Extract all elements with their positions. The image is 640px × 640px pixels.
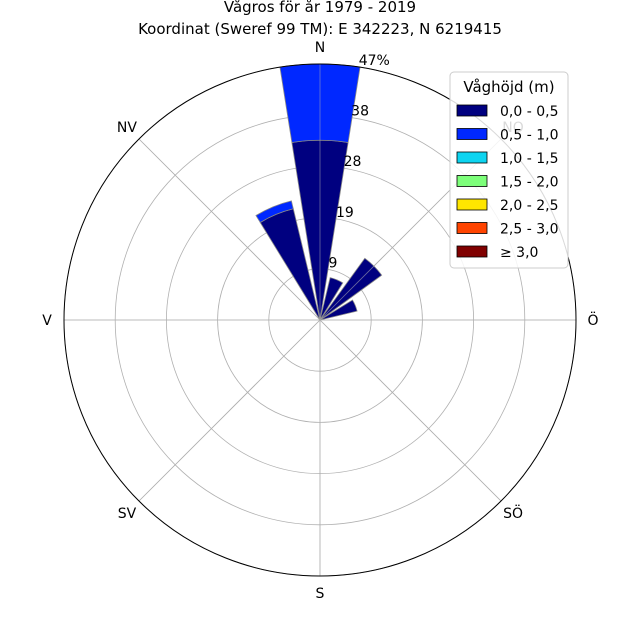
direction-label-4: S bbox=[316, 586, 325, 602]
direction-label-2: V bbox=[42, 313, 52, 329]
legend-swatch-1 bbox=[456, 128, 488, 140]
direction-label-0: N bbox=[315, 40, 325, 56]
legend-label-4: 2,0 - 2,5 bbox=[500, 198, 558, 214]
legend-swatch-6 bbox=[456, 245, 488, 258]
plot-frame bbox=[63, 63, 577, 577]
grid-spoke-overlay-5 bbox=[319, 319, 502, 502]
legend-title: Våghöjd (m) bbox=[463, 78, 554, 96]
legend-label-6: ≥ 3,0 bbox=[500, 245, 538, 261]
legend-label-1: 0,5 - 1,0 bbox=[500, 128, 558, 144]
bar-dir337.5-class1 bbox=[255, 200, 294, 224]
direction-label-5: SÖ bbox=[503, 504, 523, 522]
chart-subtitle: Koordinat (Sweref 99 TM): E 342223, N 62… bbox=[138, 20, 502, 38]
legend-frame bbox=[449, 71, 569, 269]
direction-label-3: SV bbox=[118, 506, 137, 522]
chart-title: Vågros för år 1979 - 2019 bbox=[224, 0, 416, 16]
legend-label-0: 0,0 - 0,5 bbox=[500, 104, 558, 120]
direction-label-6: Ö bbox=[587, 311, 598, 329]
radial-tick-3: 38 bbox=[351, 104, 369, 120]
radial-tick-4: 47% bbox=[359, 53, 390, 69]
direction-label-1: NV bbox=[117, 120, 137, 136]
radial-tick-2: 28 bbox=[344, 154, 362, 170]
radial-tick-0: 9 bbox=[328, 255, 337, 271]
legend-swatch-5 bbox=[456, 222, 488, 234]
legend-label-3: 1,5 - 2,0 bbox=[500, 175, 558, 191]
legend-swatch-3 bbox=[456, 175, 488, 187]
legend-entries: 0,0 - 0,5 0,5 - 1,0 1,0 - 1,5 1,5 - 2,0 2,0 … bbox=[456, 104, 558, 261]
legend-label-5: 2,5 - 3,0 bbox=[500, 222, 558, 238]
rose-bars bbox=[64, 63, 576, 576]
legend-swatch-0 bbox=[456, 104, 488, 117]
legend: Våghöjd (m) 0,0 - 0,5 0,5 - 1,0 1,0 - 1,5 1… bbox=[449, 71, 569, 269]
legend-swatch-2 bbox=[456, 151, 488, 164]
radial-tick-labels: 9 19 28 38 47% bbox=[328, 53, 389, 272]
grid-spoke-overlay-3 bbox=[138, 319, 321, 502]
radial-tick-1: 19 bbox=[336, 205, 354, 221]
bar-dir22.5-class0 bbox=[319, 277, 344, 321]
grid-spoke-overlay-1 bbox=[138, 138, 321, 321]
legend-label-2: 1,0 - 1,5 bbox=[500, 151, 558, 167]
bar-dir67.5-class0 bbox=[319, 299, 358, 321]
legend-swatch-4 bbox=[456, 198, 488, 211]
